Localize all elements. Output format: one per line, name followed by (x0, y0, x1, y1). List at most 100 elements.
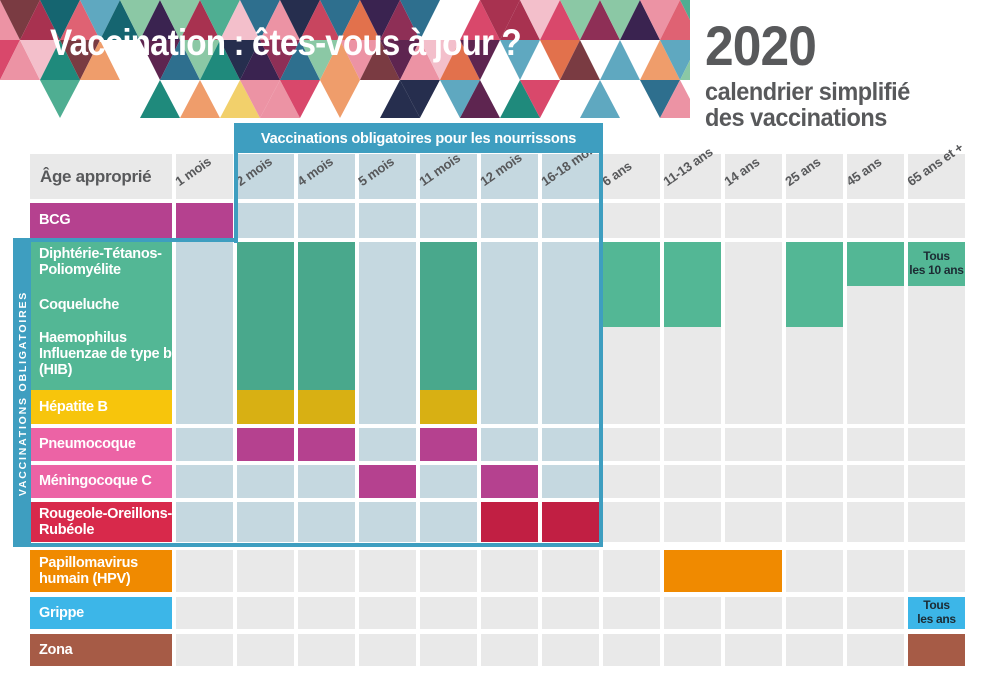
subtitle-line-1: calendrier simplifié (705, 78, 910, 106)
cell-meningocoque-c-12-mois (481, 465, 538, 498)
cell-zona-65-ans (908, 634, 965, 666)
mening-cell-bg-16-18-mois (542, 465, 599, 498)
pneumo-cell-bg-6-ans (603, 428, 660, 461)
block-cell-bg-5-mois (359, 242, 416, 424)
header-cell-bg-12-mois (481, 154, 538, 199)
header-cell-bg-4-mois (298, 154, 355, 199)
hpv-cell-bg-25-ans (786, 550, 843, 592)
header-cell-bg-16-18-mois (542, 154, 599, 199)
zona-cell-bg-14-ans (725, 634, 782, 666)
ror-cell-bg-11-mois (420, 502, 477, 542)
cell-bcg-1-mois (176, 203, 233, 238)
cell-pneumocoque-2-mois (237, 428, 294, 461)
row-label-hepatite-b: Hépatite B (30, 390, 172, 424)
bcg-cell-bg-14-ans (725, 203, 782, 238)
grippe-cell-bg-25-ans (786, 597, 843, 629)
bcg-cell-bg-2-mois (237, 203, 294, 238)
zona-cell-bg-45-ans (847, 634, 904, 666)
row-label-hib: Haemophilus Influenzae de type b (HIB) (39, 329, 172, 379)
mening-cell-bg-2-mois (237, 465, 294, 498)
column-header-label-6-ans: 6 ans (599, 158, 635, 189)
column-header-65-ans: 65 ans et + (904, 140, 966, 199)
mandatory-infants-band: Vaccinations obligatoires pour les nourr… (237, 123, 600, 153)
mening-cell-bg-65-ans (908, 465, 965, 498)
cell-dtp-coqueluche-6-ans (603, 242, 660, 327)
row-label-hpv: Papillomavirus humain (HPV) (30, 550, 172, 592)
column-header-label-14-ans: 14 ans (721, 154, 763, 189)
ror-cell-bg-65-ans (908, 502, 965, 542)
cell-pneumocoque-11-mois (420, 428, 477, 461)
cell-dtp-coqueluche-25-ans (786, 242, 843, 327)
header-cell-bg-45-ans (847, 154, 904, 199)
box-border-bottom (13, 543, 603, 547)
column-header-11-mois: 11 mois (416, 150, 477, 199)
column-header-6-ans: 6 ans (599, 154, 660, 199)
mening-cell-bg-14-ans (725, 465, 782, 498)
hpv-cell-bg-6-ans (603, 550, 660, 592)
zona-cell-bg-2-mois (237, 634, 294, 666)
hpv-cell-bg-5-mois (359, 550, 416, 592)
pneumo-cell-bg-5-mois (359, 428, 416, 461)
bcg-cell-bg-5-mois (359, 203, 416, 238)
pneumo-cell-bg-45-ans (847, 428, 904, 461)
bcg-cell-bg-4-mois (298, 203, 355, 238)
zona-cell-bg-11-mois (420, 634, 477, 666)
hpv-cell-bg-4-mois (298, 550, 355, 592)
column-header-label-2-mois: 2 mois (233, 153, 275, 189)
column-header-14-ans: 14 ans (721, 154, 782, 199)
row-label-zona: Zona (30, 634, 172, 666)
column-header-5-mois: 5 mois (355, 154, 416, 199)
mening-cell-bg-11-mois (420, 465, 477, 498)
cell-ror-12-mois (481, 502, 538, 542)
cell-ror-16-18-mois (542, 502, 599, 542)
ror-cell-bg-1-mois-inside (176, 502, 233, 542)
bcg-cell-bg-16-18-mois (542, 203, 599, 238)
zona-cell-bg-4-mois (298, 634, 355, 666)
mening-cell-bg-11-13-ans (664, 465, 721, 498)
header-cell-bg-65-ans (908, 154, 965, 199)
row-label-bcg: BCG (30, 203, 172, 238)
grippe-cell-bg-4-mois (298, 597, 355, 629)
poster-title: Vaccination : êtes-vous à jour ? (50, 22, 522, 63)
mandatory-infants-band-label: Vaccinations obligatoires pour les nourr… (260, 129, 577, 147)
ror-cell-bg-25-ans (786, 502, 843, 542)
zona-cell-bg-16-18-mois (542, 634, 599, 666)
age-header-cell: Âge approprié (30, 154, 172, 199)
grippe-cell-bg-16-18-mois (542, 597, 599, 629)
header-cell-bg-1-mois (176, 154, 233, 199)
cell-pneumocoque-4-mois (298, 428, 355, 461)
block-cell-bg-12-mois (481, 242, 538, 424)
zona-cell-bg-25-ans (786, 634, 843, 666)
grippe-cell-bg-2-mois (237, 597, 294, 629)
pneumo-cell-bg-1-mois-inside (176, 428, 233, 461)
cell-dtp-coqueluche-hib-2-mois (237, 242, 294, 390)
column-header-2-mois: 2 mois (233, 154, 294, 199)
cell-hepatite-b-2-mois (237, 390, 294, 424)
cell-dtp-coqueluche-hib-11-mois (420, 242, 477, 390)
column-header-1-mois: 1 mois (172, 154, 233, 199)
row-label-coqueluche: Coqueluche (39, 296, 119, 313)
year-label: 2020 (705, 14, 817, 77)
cell-note-grippe-65-ans: Tous les ans (908, 597, 965, 629)
column-header-label-11-mois: 11 mois (416, 150, 463, 189)
mening-cell-bg-4-mois (298, 465, 355, 498)
column-header-11-13-ans: 11-13 ans (660, 144, 721, 199)
column-header-label-11-13-ans: 11-13 ans (660, 144, 716, 189)
ror-cell-bg-4-mois (298, 502, 355, 542)
column-header-label-45-ans: 45 ans (843, 154, 885, 189)
cell-dtp-coqueluche-hib-4-mois (298, 242, 355, 390)
hpv-cell-bg-16-18-mois (542, 550, 599, 592)
hpv-cell-bg-65-ans (908, 550, 965, 592)
bcg-cell-bg-25-ans (786, 203, 843, 238)
column-header-label-1-mois: 1 mois (172, 153, 214, 189)
column-header-label-5-mois: 5 mois (355, 153, 397, 189)
header-cell-bg-5-mois (359, 154, 416, 199)
box-border-right (599, 123, 603, 547)
column-header-label-12-mois: 12 mois (477, 149, 525, 189)
mandatory-vaccinations-sidebar: VACCINATIONS OBLIGATOIRES (13, 242, 31, 545)
row-label-block-dtp-coqueluche-hib (30, 242, 172, 390)
mening-cell-bg-45-ans (847, 465, 904, 498)
bcg-cell-bg-6-ans (603, 203, 660, 238)
block-cell-bg-1-mois-inside (176, 242, 233, 424)
